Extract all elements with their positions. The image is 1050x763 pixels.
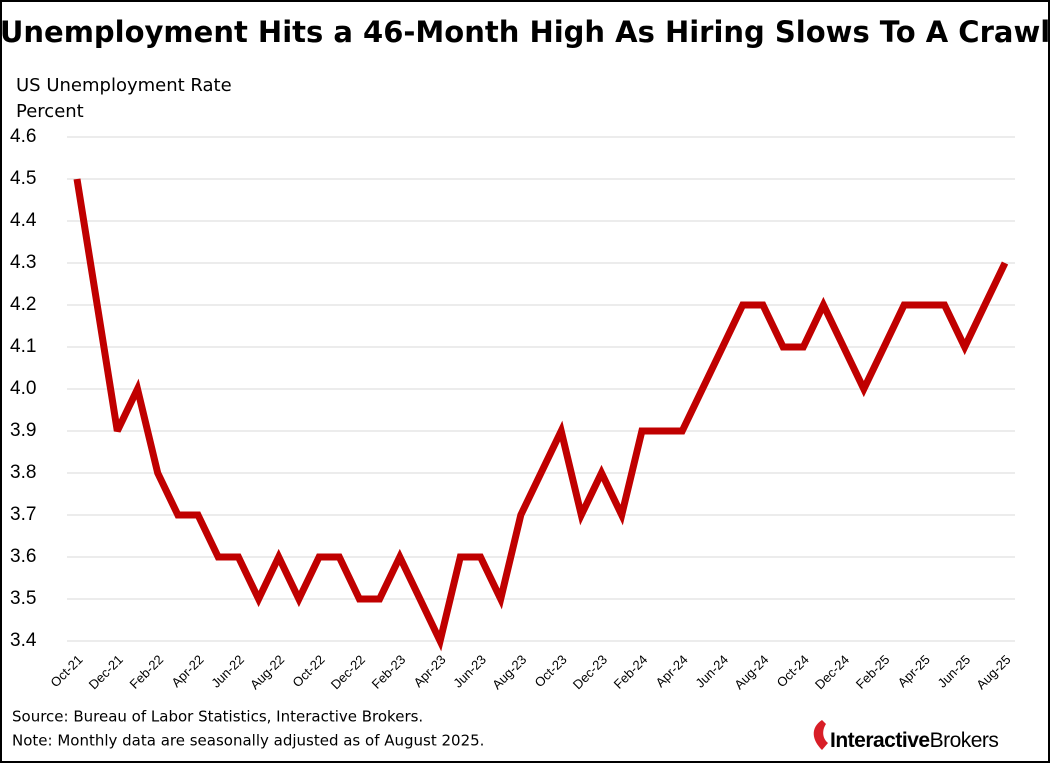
y-tick-label: 4.3 <box>10 252 36 273</box>
y-tick-label: 4.5 <box>10 168 36 189</box>
y-axis-units: Percent <box>16 101 84 122</box>
logo: InteractiveBrokers <box>830 729 998 752</box>
y-tick-label: 3.4 <box>10 630 37 651</box>
line <box>73 178 1009 652</box>
y-tick-label: 3.9 <box>10 420 36 441</box>
logo-part: Interactive <box>830 729 930 752</box>
y-tick-label: 4.2 <box>10 294 36 315</box>
logo-icon <box>813 720 828 750</box>
y-tick-label: 3.7 <box>10 504 36 525</box>
y-tick-label: 3.6 <box>10 546 36 567</box>
y-tick-label: 4.6 <box>10 126 36 147</box>
y-tick-label: 4.4 <box>10 210 37 231</box>
note: Note: Monthly data are seasonally adjust… <box>12 732 484 750</box>
y-tick-label: 4.1 <box>10 336 36 357</box>
y-axis-title: US Unemployment Rate <box>16 75 232 96</box>
logo-part: Brokers <box>930 729 999 752</box>
y-tick-label: 3.8 <box>10 462 36 483</box>
chart-title: Unemployment Hits a 46-Month High As Hir… <box>0 15 1050 49</box>
y-tick-label: 4.0 <box>10 378 36 399</box>
source: Source: Bureau of Labor Statistics, Inte… <box>12 708 423 726</box>
y-tick-label: 3.5 <box>10 588 36 609</box>
